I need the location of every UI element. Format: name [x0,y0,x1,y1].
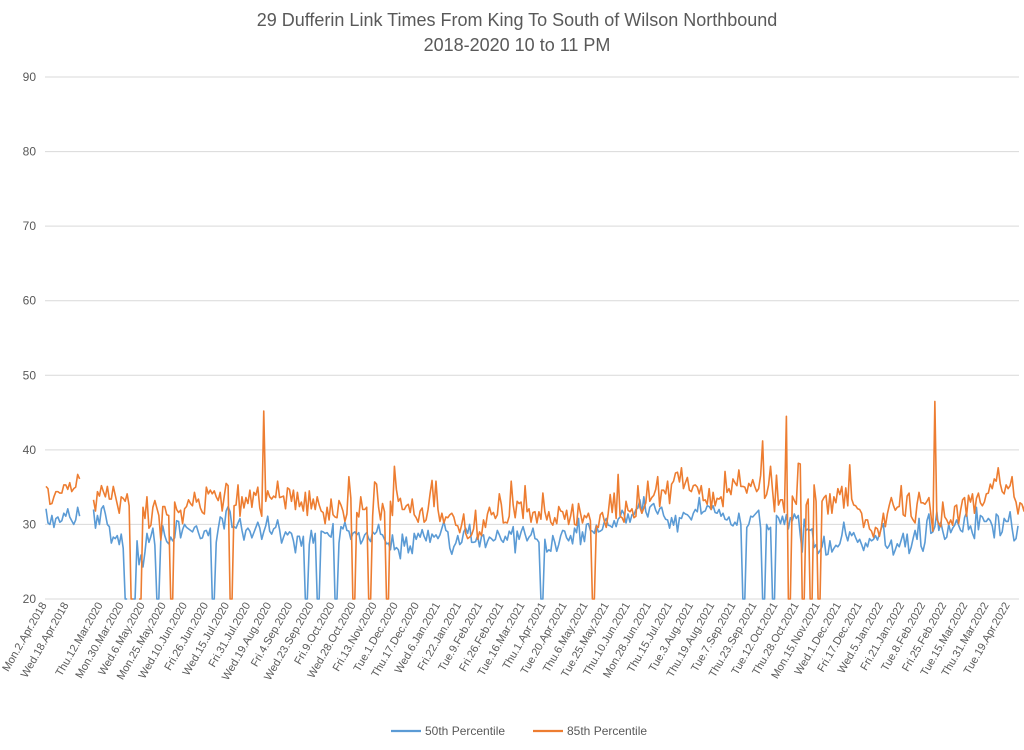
y-tick-label-90: 90 [23,70,37,84]
legend: 50th Percentile 85th Percentile [391,724,647,738]
chart-title: 29 Dufferin Link Times From King To Sout… [257,10,778,30]
y-tick-label-20: 20 [23,592,37,606]
y-tick-label-60: 60 [23,294,37,308]
y-tick-label-70: 70 [23,219,37,233]
legend-label-85th: 85th Percentile [567,724,647,738]
y-tick-label-30: 30 [23,517,37,531]
y-axis-ticks: 20 30 40 50 60 70 80 90 [23,70,37,606]
legend-label-50th: 50th Percentile [425,724,505,738]
y-tick-label-80: 80 [23,145,37,159]
y-tick-label-40: 40 [23,443,37,457]
series-lines [45,400,1024,600]
chart-subtitle: 2018-2020 10 to 11 PM [424,35,611,55]
y-tick-label-50: 50 [23,368,37,382]
gridlines [45,76,1019,600]
series-line-85th-percentile [45,400,1024,600]
x-axis-ticks: Mon.2.Apr.2018Wed.18.Apr.2018Thu.12.Mar.… [0,601,1012,683]
series-line-50th-percentile [45,496,1019,600]
